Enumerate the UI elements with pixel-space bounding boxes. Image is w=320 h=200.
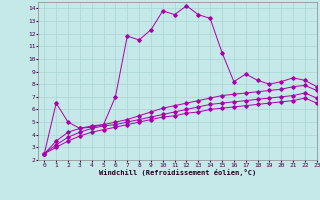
X-axis label: Windchill (Refroidissement éolien,°C): Windchill (Refroidissement éolien,°C) [99,169,256,176]
